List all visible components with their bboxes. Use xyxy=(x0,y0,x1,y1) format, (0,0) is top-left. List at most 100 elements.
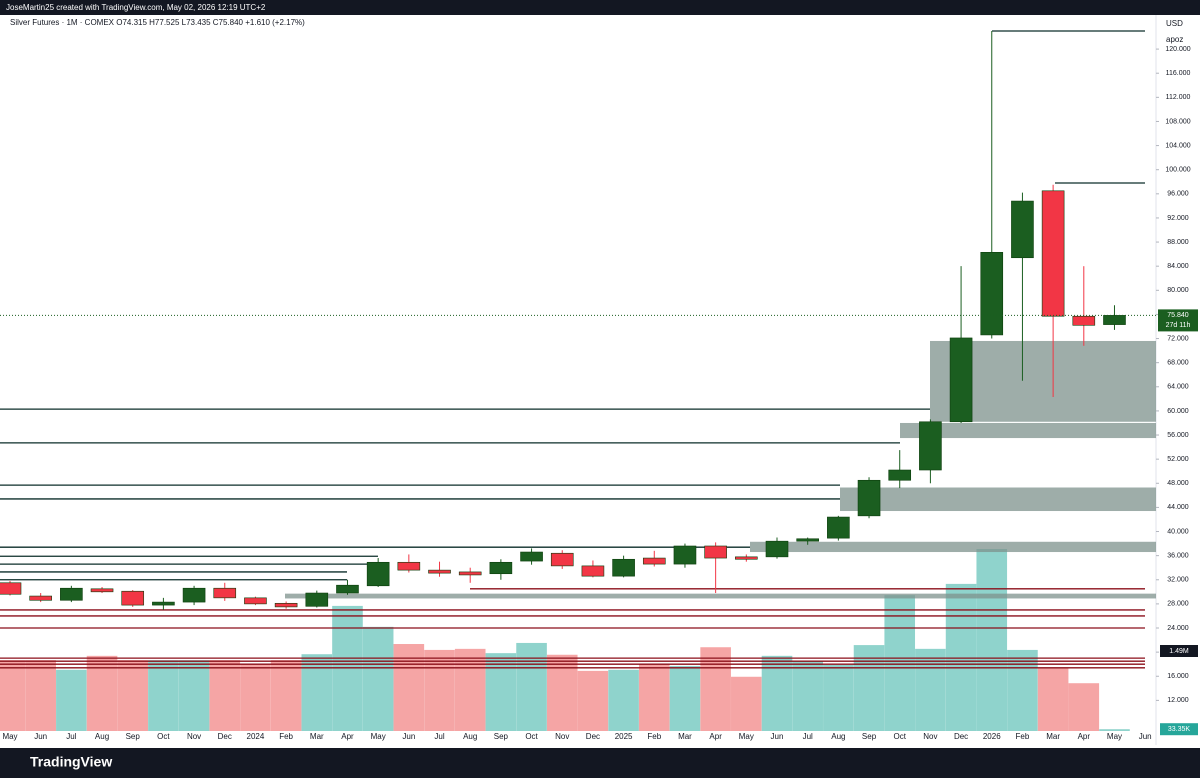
volume-bar xyxy=(178,660,210,731)
candle-body xyxy=(274,602,298,608)
y-tick-label: 40.000 xyxy=(1167,528,1189,535)
y-tick-label: 52.000 xyxy=(1167,456,1189,463)
x-tick-label: May xyxy=(739,732,754,741)
y-tick-label: 56.000 xyxy=(1167,432,1189,439)
x-tick-label: Jun xyxy=(771,732,784,741)
volume-bar xyxy=(1007,649,1038,731)
volume-bar xyxy=(148,660,179,731)
x-tick-label: Mar xyxy=(1046,732,1060,741)
volume-bar xyxy=(301,654,333,731)
volume-bar xyxy=(577,670,609,731)
candle-body xyxy=(612,558,635,577)
x-tick-label: Nov xyxy=(187,732,201,741)
volume-bar xyxy=(976,548,1008,731)
volume-bar xyxy=(945,583,977,731)
candle-body xyxy=(704,545,727,559)
candle-body xyxy=(888,469,912,481)
volume-bar xyxy=(516,642,547,731)
candle-body xyxy=(796,538,819,542)
y-tick-label: 120.000 xyxy=(1165,46,1190,53)
y-tick-label: 60.000 xyxy=(1167,408,1189,415)
volume-bar xyxy=(240,663,271,731)
volume-bar xyxy=(608,669,639,731)
volume-bar xyxy=(117,660,149,731)
volume-layer xyxy=(0,548,1130,731)
top-bar xyxy=(0,0,1200,15)
candle-body xyxy=(152,601,175,606)
zone xyxy=(840,487,1156,512)
volume-bar xyxy=(56,669,87,731)
x-tick-label: Jun xyxy=(34,732,47,741)
candle-body xyxy=(980,252,1004,336)
x-tick-label: Feb xyxy=(647,732,661,741)
candle-body xyxy=(642,557,666,565)
x-tick-label: Oct xyxy=(157,732,170,741)
scale-mode: apoz xyxy=(1166,35,1183,44)
volume-bar xyxy=(393,644,425,731)
x-tick-label: Sep xyxy=(862,732,877,741)
candle-body xyxy=(1072,315,1096,326)
y-tick-label: 44.000 xyxy=(1167,504,1189,511)
candle-body xyxy=(520,551,543,562)
x-tick-label: Aug xyxy=(831,732,845,741)
y-tick-label: 16.000 xyxy=(1167,673,1189,680)
x-tick-label: 2025 xyxy=(615,732,633,741)
x-tick-label: Jul xyxy=(803,732,813,741)
x-tick-label: Jun xyxy=(402,732,415,741)
candle-body xyxy=(765,540,789,558)
volume-bar xyxy=(853,645,885,731)
y-tick-label: 84.000 xyxy=(1167,263,1189,270)
candle-body xyxy=(827,516,850,539)
candle-body xyxy=(397,561,421,571)
volume-bar xyxy=(823,664,854,731)
candle-body xyxy=(29,595,52,601)
y-tick-label: 72.000 xyxy=(1167,335,1189,342)
x-tick-label: Dec xyxy=(586,732,600,741)
volume-bar xyxy=(0,660,26,731)
volume-bar xyxy=(209,660,241,731)
y-tick-label: 112.000 xyxy=(1166,94,1191,101)
y-tick-label: 104.000 xyxy=(1165,142,1190,149)
zone xyxy=(900,422,1156,439)
x-tick-label: Apr xyxy=(341,732,354,741)
candle-body xyxy=(428,569,451,574)
x-tick-label: Aug xyxy=(95,732,109,741)
countdown: 27d 11h xyxy=(1166,322,1191,329)
y-tick-label: 64.000 xyxy=(1167,384,1189,391)
volume-bar xyxy=(546,654,578,731)
y-tick-label: 28.000 xyxy=(1167,601,1189,608)
candle-body xyxy=(949,337,973,423)
volume-ma-bg xyxy=(1160,645,1198,657)
volume-bar xyxy=(638,663,670,731)
volume-bar xyxy=(1068,683,1100,731)
y-tick-label: 12.000 xyxy=(1167,697,1189,704)
x-tick-label: May xyxy=(2,732,17,741)
volume-bar xyxy=(424,649,455,731)
x-tick-label: Jul xyxy=(434,732,444,741)
volume-bar xyxy=(485,653,517,731)
candle-body xyxy=(458,571,482,576)
volume-bar xyxy=(669,666,701,731)
x-tick-label: Nov xyxy=(555,732,569,741)
level-layer xyxy=(0,30,1145,669)
last-price-bg xyxy=(1158,309,1198,332)
y-tick-label: 108.000 xyxy=(1165,118,1190,125)
candle-body xyxy=(0,582,22,595)
volume-bar xyxy=(1037,668,1069,731)
candle-body xyxy=(1041,190,1065,317)
zone-layer xyxy=(285,340,1156,599)
candle-body xyxy=(244,597,267,605)
volume-bar xyxy=(761,655,793,731)
candle-body xyxy=(1103,315,1126,325)
volume-bar xyxy=(792,661,823,731)
y-tick-label: 92.000 xyxy=(1167,215,1189,222)
candle-layer xyxy=(0,31,1126,610)
candle-body xyxy=(919,421,942,471)
y-tick-label: 36.000 xyxy=(1167,552,1189,559)
plot: 12.00016.00020.00024.00028.00032.00036.0… xyxy=(0,30,1198,741)
volume-label-bg xyxy=(1160,723,1198,736)
volume-bar xyxy=(25,660,56,731)
credit: JoseMartin25 created with TradingView.co… xyxy=(6,3,266,12)
x-tick-label: Mar xyxy=(678,732,692,741)
